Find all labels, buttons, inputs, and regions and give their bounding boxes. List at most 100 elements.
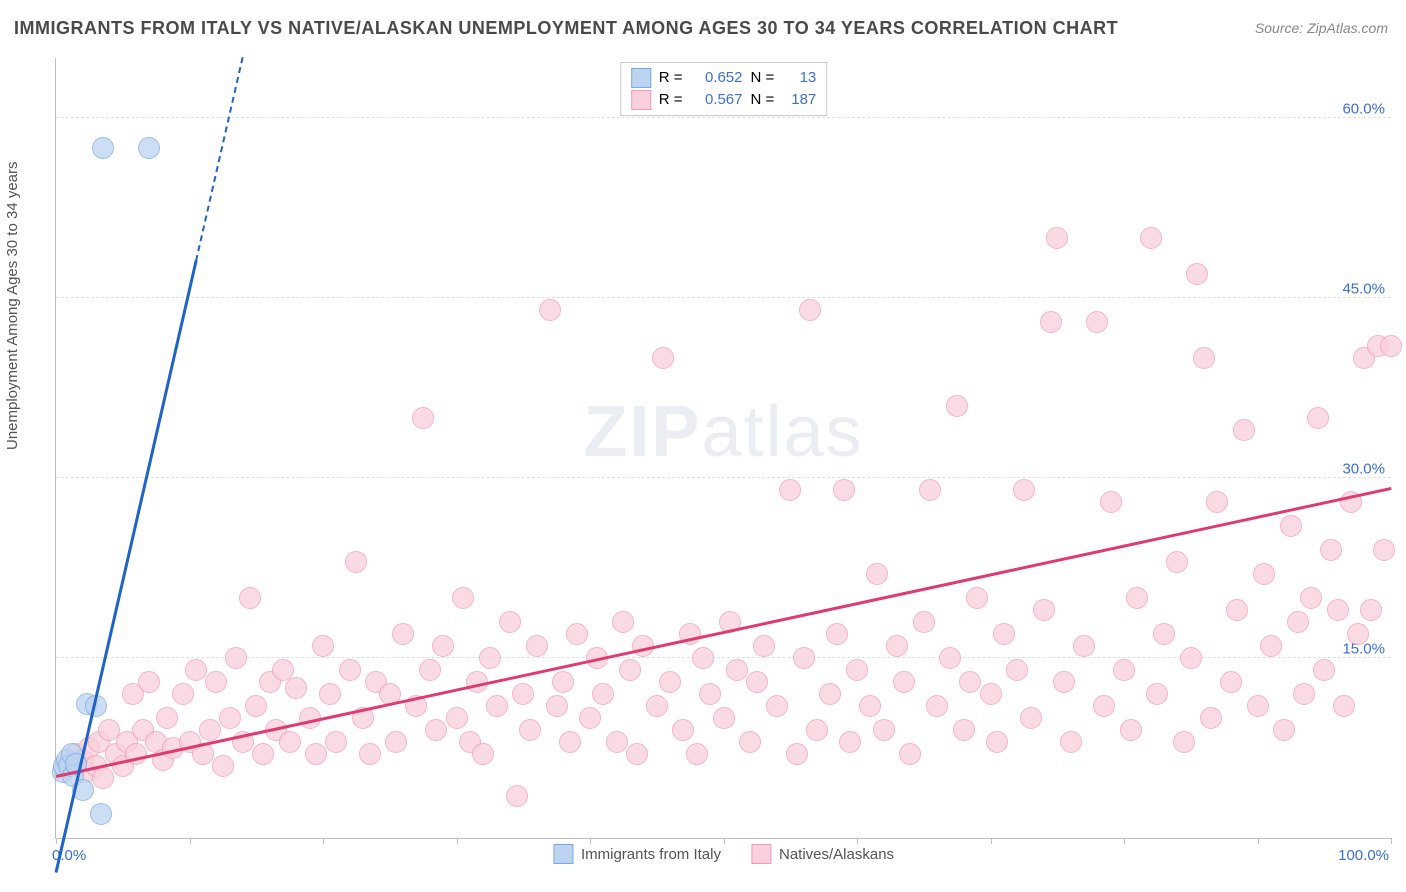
- n-label: N =: [751, 67, 775, 89]
- scatter-point-natives: [619, 659, 641, 681]
- scatter-point-natives: [1333, 695, 1355, 717]
- scatter-point-natives: [559, 731, 581, 753]
- scatter-point-natives: [1260, 635, 1282, 657]
- scatter-point-natives: [1287, 611, 1309, 633]
- scatter-point-natives: [612, 611, 634, 633]
- scatter-point-natives: [205, 671, 227, 693]
- scatter-point-natives: [993, 623, 1015, 645]
- scatter-point-natives: [1180, 647, 1202, 669]
- scatter-point-natives: [833, 479, 855, 501]
- x-tick: [1258, 838, 1259, 844]
- scatter-point-natives: [392, 623, 414, 645]
- legend-item-series1: Immigrants from Italy: [553, 844, 721, 864]
- scatter-point-natives: [185, 659, 207, 681]
- scatter-point-natives: [1166, 551, 1188, 573]
- scatter-point-natives: [526, 635, 548, 657]
- scatter-point-natives: [245, 695, 267, 717]
- scatter-point-natives: [225, 647, 247, 669]
- x-tick: [991, 838, 992, 844]
- scatter-point-natives: [279, 731, 301, 753]
- scatter-point-natives: [312, 635, 334, 657]
- watermark-thin: atlas: [701, 392, 863, 472]
- scatter-point-natives: [419, 659, 441, 681]
- scatter-point-natives: [753, 635, 775, 657]
- scatter-point-natives: [1100, 491, 1122, 513]
- r-label: R =: [659, 89, 683, 111]
- scatter-point-natives: [1193, 347, 1215, 369]
- scatter-point-natives: [966, 587, 988, 609]
- r-value-1: 0.652: [691, 67, 743, 89]
- scatter-point-natives: [499, 611, 521, 633]
- scatter-point-natives: [986, 731, 1008, 753]
- scatter-point-natives: [305, 743, 327, 765]
- scatter-point-natives: [1360, 599, 1382, 621]
- n-label: N =: [751, 89, 775, 111]
- scatter-point-natives: [1173, 731, 1195, 753]
- scatter-point-natives: [926, 695, 948, 717]
- scatter-point-natives: [339, 659, 361, 681]
- scatter-point-natives: [699, 683, 721, 705]
- scatter-point-natives: [606, 731, 628, 753]
- scatter-point-natives: [1253, 563, 1275, 585]
- swatch-series2: [631, 90, 651, 110]
- scatter-point-natives: [746, 671, 768, 693]
- scatter-point-natives: [1347, 623, 1369, 645]
- scatter-point-natives: [980, 683, 1002, 705]
- scatter-point-natives: [1053, 671, 1075, 693]
- scatter-point-natives: [726, 659, 748, 681]
- scatter-point-natives: [1020, 707, 1042, 729]
- scatter-point-natives: [1126, 587, 1148, 609]
- scatter-point-natives: [1273, 719, 1295, 741]
- y-axis-label: Unemployment Among Ages 30 to 34 years: [4, 161, 21, 450]
- scatter-point-natives: [546, 695, 568, 717]
- scatter-point-natives: [1206, 491, 1228, 513]
- scatter-point-natives: [713, 707, 735, 729]
- source-attribution: Source: ZipAtlas.com: [1255, 20, 1388, 36]
- legend-item-series2: Natives/Alaskans: [751, 844, 894, 864]
- scatter-point-natives: [1233, 419, 1255, 441]
- scatter-point-natives: [959, 671, 981, 693]
- scatter-point-natives: [1013, 479, 1035, 501]
- scatter-point-natives: [779, 479, 801, 501]
- x-tick: [724, 838, 725, 844]
- trend-line: [55, 260, 198, 873]
- y-tick-label: 45.0%: [1342, 281, 1385, 298]
- scatter-point-natives: [1380, 335, 1402, 357]
- scatter-point-natives: [172, 683, 194, 705]
- scatter-point-natives: [239, 587, 261, 609]
- scatter-point-natives: [1313, 659, 1335, 681]
- watermark: ZIPatlas: [583, 391, 863, 473]
- swatch-series2: [751, 844, 771, 864]
- scatter-point-natives: [839, 731, 861, 753]
- scatter-point-natives: [873, 719, 895, 741]
- scatter-point-natives: [359, 743, 381, 765]
- scatter-point-natives: [1307, 407, 1329, 429]
- scatter-point-natives: [319, 683, 341, 705]
- scatter-point-natives: [1120, 719, 1142, 741]
- scatter-point-natives: [446, 707, 468, 729]
- scatter-point-natives: [1073, 635, 1095, 657]
- scatter-point-natives: [472, 743, 494, 765]
- r-value-2: 0.567: [691, 89, 743, 111]
- scatter-point-natives: [1140, 227, 1162, 249]
- gridline: [56, 477, 1391, 478]
- r-label: R =: [659, 67, 683, 89]
- scatter-point-natives: [659, 671, 681, 693]
- scatter-point-natives: [92, 767, 114, 789]
- gridline: [56, 297, 1391, 298]
- scatter-point-natives: [799, 299, 821, 321]
- scatter-point-natives: [1373, 539, 1395, 561]
- x-tick: [457, 838, 458, 844]
- scatter-point-natives: [739, 731, 761, 753]
- scatter-point-natives: [793, 647, 815, 669]
- scatter-point-natives: [1327, 599, 1349, 621]
- scatter-point-natives: [452, 587, 474, 609]
- y-tick-label: 30.0%: [1342, 461, 1385, 478]
- x-tick: [1124, 838, 1125, 844]
- scatter-point-natives: [1086, 311, 1108, 333]
- scatter-point-natives: [1153, 623, 1175, 645]
- scatter-point-natives: [219, 707, 241, 729]
- swatch-series1: [553, 844, 573, 864]
- scatter-point-natives: [156, 707, 178, 729]
- scatter-point-natives: [412, 407, 434, 429]
